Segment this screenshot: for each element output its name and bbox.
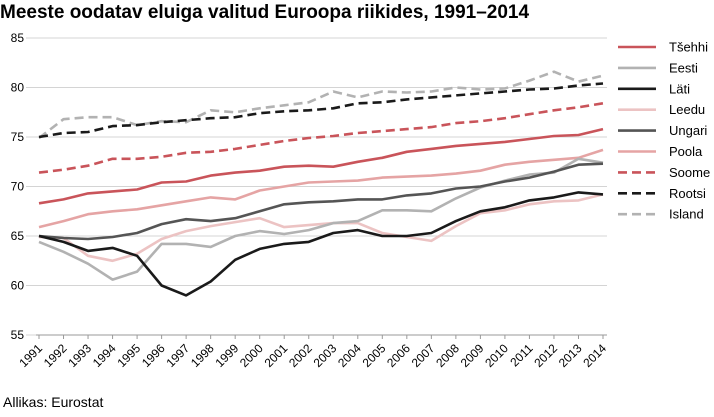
x-tick-label-1999: 1999 xyxy=(213,341,242,370)
plot-area xyxy=(38,70,604,297)
y-tick-label-65: 65 xyxy=(11,229,25,243)
x-tick-label-1997: 1997 xyxy=(163,341,192,370)
series-line-poola xyxy=(38,148,604,229)
series-line-ungari xyxy=(38,162,604,241)
series-line-rootsi xyxy=(38,82,604,139)
series-line-l-ti xyxy=(38,191,604,297)
x-tick-label-2002: 2002 xyxy=(286,341,315,370)
x-tick-label-2003: 2003 xyxy=(311,341,340,370)
legend-label-soome: Soome xyxy=(669,165,710,180)
series-line-island xyxy=(38,70,604,140)
chart-title: Meeste oodatav eluiga valitud Euroopa ri… xyxy=(0,2,530,23)
y-tick-label-80: 80 xyxy=(11,81,25,95)
legend-label-l-ti: Läti xyxy=(669,81,690,96)
x-tick-label-2004: 2004 xyxy=(335,341,364,370)
x-tick-label-2011: 2011 xyxy=(507,341,535,369)
legend: Tšehhi Eesti Läti Leedu Ungari Poola Soome Root… xyxy=(618,40,710,222)
x-tick-label-2008: 2008 xyxy=(433,341,462,370)
source-note: Allikas: Eurostat xyxy=(3,394,104,410)
x-tick-label-1995: 1995 xyxy=(114,341,143,370)
legend-label-rootsi: Rootsi xyxy=(669,186,706,201)
x-tick-label-2000: 2000 xyxy=(237,341,266,370)
legend-label-eesti: Eesti xyxy=(669,60,698,75)
x-tick-label-2006: 2006 xyxy=(384,341,413,370)
x-tick-label-1993: 1993 xyxy=(65,341,94,370)
x-tick-label-2010: 2010 xyxy=(482,341,511,370)
series-line-soome xyxy=(38,102,604,174)
x-tick-label-2007: 2007 xyxy=(409,341,438,370)
legend-label-island: Island xyxy=(669,207,704,222)
legend-label-leedu: Leedu xyxy=(669,102,705,117)
x-tick-label-1991: 1991 xyxy=(16,341,45,370)
y-tick-label-85: 85 xyxy=(11,31,25,45)
x-tick-label-2009: 2009 xyxy=(458,341,487,370)
legend-label-t-ehhi: Tšehhi xyxy=(669,40,708,55)
x-tick-label-1998: 1998 xyxy=(188,341,217,370)
series-line-t-ehhi xyxy=(38,127,604,205)
x-tick-label-2001: 2001 xyxy=(262,341,291,370)
y-tick-label-60: 60 xyxy=(11,279,25,293)
legend-label-poola: Poola xyxy=(669,144,703,159)
x-tick-label-2012: 2012 xyxy=(531,341,560,370)
y-axis: 55 60 65 70 75 80 85 xyxy=(11,31,25,342)
series-line-eesti xyxy=(38,157,604,281)
x-tick-label-2005: 2005 xyxy=(360,341,389,370)
x-tick-label-2013: 2013 xyxy=(556,341,585,370)
y-tick-label-75: 75 xyxy=(11,130,25,144)
y-tick-label-70: 70 xyxy=(11,180,25,194)
x-tick-label-1994: 1994 xyxy=(90,341,119,370)
legend-label-ungari: Ungari xyxy=(669,123,707,138)
y-tick-label-55: 55 xyxy=(11,328,25,342)
x-axis: 1991199219931994199519961997199819992000… xyxy=(16,334,609,370)
x-tick-label-2014: 2014 xyxy=(580,341,609,370)
x-tick-label-1992: 1992 xyxy=(41,341,70,370)
x-tick-label-1996: 1996 xyxy=(139,341,168,370)
